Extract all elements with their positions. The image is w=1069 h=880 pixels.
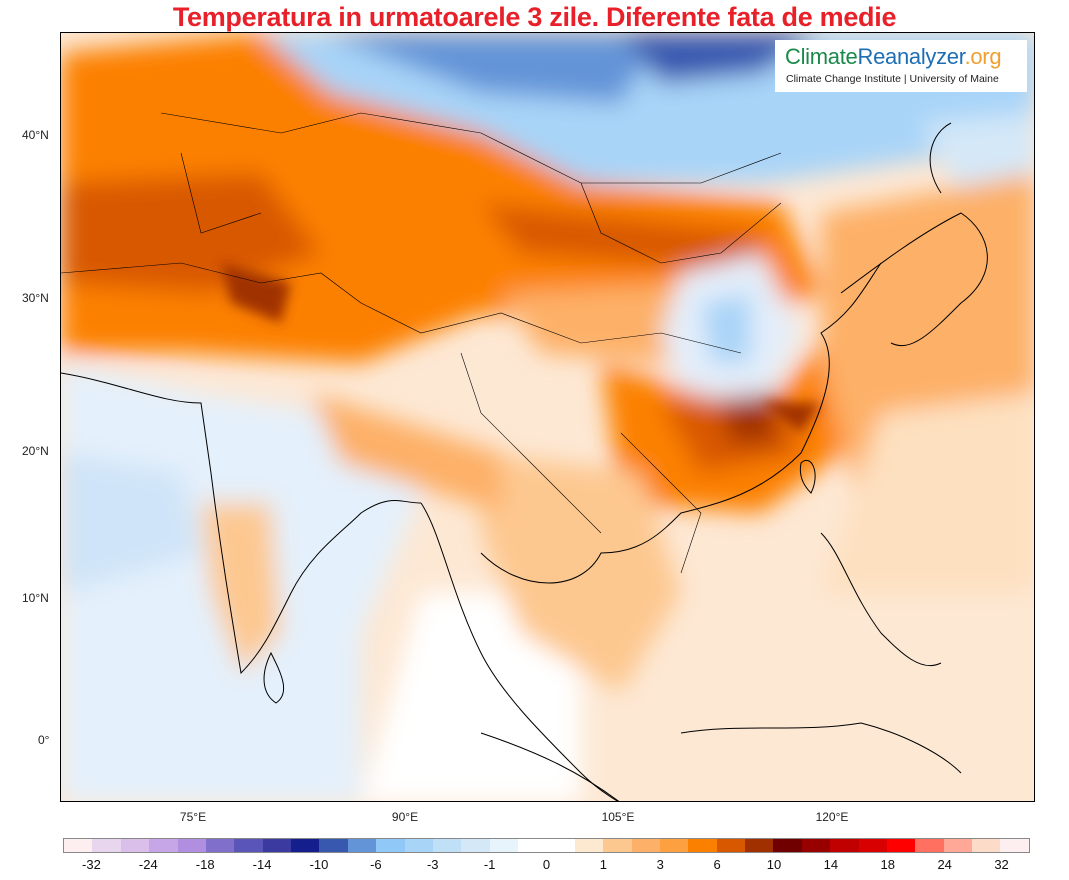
colorbar-label: -14 (252, 857, 272, 872)
logo-text: .org (964, 44, 1002, 69)
colorbar-swatch (858, 839, 887, 852)
colorbar-swatch (461, 839, 490, 852)
colorbar-swatch (376, 839, 405, 852)
colorbar-swatch (1000, 839, 1029, 852)
colorbar-swatch (972, 839, 1001, 852)
colorbar-swatch (347, 839, 377, 852)
colorbar-swatch (915, 839, 944, 852)
colorbar-swatch (773, 839, 802, 852)
colorbar-label: 1 (599, 857, 607, 872)
colorbar-label: 32 (994, 857, 1009, 872)
colorbar-swatch (262, 839, 291, 852)
lon-label: 75°E (179, 810, 207, 824)
anomaly-field (61, 33, 1034, 801)
colorbar-swatch (830, 839, 859, 852)
colorbar-label: 10 (766, 857, 782, 872)
map-title: Temperatura in urmatoarele 3 zile. Difer… (172, 2, 897, 32)
colorbar-swatch (234, 839, 263, 852)
colorbar-swatch (943, 839, 972, 852)
colorbar-swatch (801, 839, 831, 852)
colorbar-label: -6 (370, 857, 382, 872)
colorbar-label: 24 (937, 857, 952, 872)
temperature-anomaly-map (60, 32, 1035, 802)
colorbar-swatch (603, 839, 632, 852)
colorbar-label: -24 (138, 857, 158, 872)
lat-label: 10°N (22, 591, 49, 605)
colorbar-swatch (688, 839, 717, 852)
logo-text: Climate (785, 44, 858, 69)
colorbar-label: 14 (823, 857, 839, 872)
colorbar-label: 0 (542, 857, 551, 872)
colorbar-swatch (205, 839, 235, 852)
colorbar-swatch (177, 839, 206, 852)
colorbar-swatch (631, 839, 660, 852)
colorbar-swatch (716, 839, 745, 852)
colorbar-label: 6 (713, 857, 721, 872)
colorbar-label: -10 (309, 857, 329, 872)
colorbar-label: 18 (880, 857, 896, 872)
lat-label: 20°N (22, 444, 49, 458)
colorbar (63, 838, 1030, 853)
lat-label: 0° (38, 733, 50, 747)
logo-subtitle: Climate Change Institute | University of… (786, 73, 999, 85)
colorbar-swatch (404, 839, 433, 852)
colorbar-swatch (518, 839, 547, 852)
colorbar-label: -32 (82, 857, 101, 872)
colorbar-swatch (120, 839, 150, 852)
colorbar-swatch (659, 839, 689, 852)
logo-text: Reanalyzer (857, 44, 965, 69)
lat-label: 40°N (22, 128, 49, 142)
colorbar-label: -3 (426, 857, 439, 872)
lon-label: 90°E (391, 810, 419, 824)
colorbar-label: -1 (483, 857, 496, 872)
colorbar-swatch (64, 839, 93, 852)
lat-label: 30°N (22, 291, 49, 305)
colorbar-swatch (291, 839, 320, 852)
colorbar-swatch (574, 839, 604, 852)
lon-label: 120°E (815, 810, 849, 824)
colorbar-label: -18 (195, 857, 215, 872)
colorbar-swatch (92, 839, 121, 852)
colorbar-label: 3 (656, 857, 664, 872)
colorbar-swatch (149, 839, 178, 852)
colorbar-swatch (489, 839, 518, 852)
lon-label: 105°E (601, 810, 635, 824)
colorbar-swatch (432, 839, 462, 852)
colorbar-swatch (546, 839, 575, 852)
climate-reanalyzer-logo: ClimateReanalyzer.org Climate Change Ins… (775, 40, 1027, 92)
colorbar-swatch (886, 839, 916, 852)
colorbar-swatch (319, 839, 348, 852)
colorbar-swatch (745, 839, 774, 852)
